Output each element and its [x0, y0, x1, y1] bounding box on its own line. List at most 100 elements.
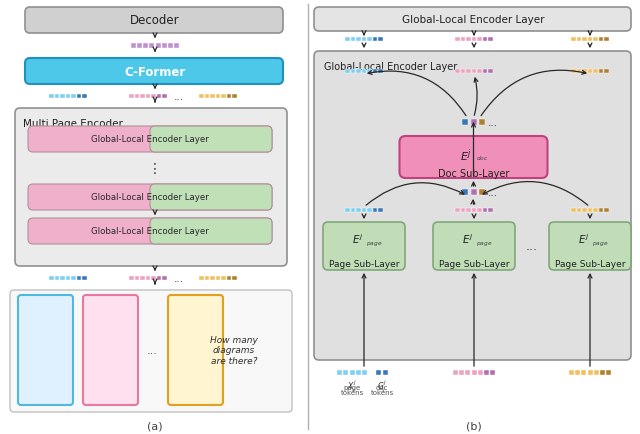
Bar: [221, 95, 226, 99]
Text: $_{page}$: $_{page}$: [366, 240, 383, 248]
Bar: [488, 208, 493, 213]
Bar: [205, 276, 209, 281]
Bar: [572, 208, 576, 213]
FancyBboxPatch shape: [323, 223, 405, 270]
Bar: [367, 208, 372, 213]
Bar: [221, 276, 226, 281]
Bar: [151, 276, 156, 281]
FancyBboxPatch shape: [25, 59, 283, 85]
Bar: [593, 208, 598, 213]
Bar: [488, 38, 493, 42]
Text: $_{doc}$: $_{doc}$: [476, 154, 488, 163]
Bar: [66, 95, 70, 99]
Bar: [588, 69, 592, 74]
Bar: [569, 370, 574, 375]
Bar: [378, 69, 383, 74]
Bar: [344, 370, 348, 375]
Text: Multi Page Encoder: Multi Page Encoder: [23, 119, 123, 129]
Bar: [483, 69, 487, 74]
FancyBboxPatch shape: [150, 218, 272, 244]
FancyBboxPatch shape: [28, 218, 272, 244]
Text: Page Sub-Layer: Page Sub-Layer: [329, 260, 399, 268]
Bar: [143, 43, 148, 48]
Bar: [461, 38, 465, 42]
Bar: [157, 276, 161, 281]
Bar: [472, 69, 476, 74]
Bar: [462, 120, 468, 126]
Text: Global-Local Encoder Layer: Global-Local Encoder Layer: [91, 227, 209, 236]
Bar: [349, 370, 355, 375]
Bar: [199, 276, 204, 281]
Bar: [594, 370, 598, 375]
Bar: [461, 208, 465, 213]
Bar: [49, 276, 54, 281]
Bar: [572, 38, 576, 42]
Bar: [488, 69, 493, 74]
Bar: [362, 370, 367, 375]
Bar: [157, 95, 161, 99]
FancyBboxPatch shape: [15, 109, 287, 266]
Bar: [477, 208, 482, 213]
Bar: [467, 38, 471, 42]
Bar: [162, 43, 166, 48]
Bar: [575, 370, 580, 375]
Bar: [453, 370, 458, 375]
Text: Global-Local Encoder Layer: Global-Local Encoder Layer: [324, 62, 457, 72]
Bar: [66, 276, 70, 281]
Text: $E^j$: $E^j$: [460, 147, 472, 163]
Bar: [351, 38, 355, 42]
Bar: [593, 69, 598, 74]
Bar: [163, 276, 167, 281]
Text: (a): (a): [147, 421, 163, 431]
Bar: [604, 38, 609, 42]
Bar: [345, 69, 349, 74]
Bar: [467, 69, 471, 74]
Bar: [356, 38, 361, 42]
Text: tokens: tokens: [371, 389, 394, 395]
Text: ...: ...: [147, 345, 157, 355]
Text: ⋮: ⋮: [148, 161, 162, 176]
Bar: [211, 276, 215, 281]
FancyBboxPatch shape: [28, 127, 272, 153]
Bar: [199, 95, 204, 99]
FancyBboxPatch shape: [25, 8, 283, 34]
FancyBboxPatch shape: [150, 127, 272, 153]
Bar: [227, 276, 231, 281]
Bar: [467, 208, 471, 213]
Bar: [477, 370, 483, 375]
Bar: [168, 43, 173, 48]
Bar: [577, 38, 581, 42]
Bar: [337, 370, 342, 375]
Bar: [600, 370, 605, 375]
Text: ...: ...: [488, 187, 498, 197]
Bar: [599, 38, 604, 42]
FancyBboxPatch shape: [150, 184, 272, 210]
FancyBboxPatch shape: [314, 8, 631, 32]
Text: $E^j$: $E^j$: [579, 231, 589, 245]
Bar: [49, 95, 54, 99]
Text: Global-Local Encoder Layer: Global-Local Encoder Layer: [91, 135, 209, 144]
Bar: [472, 208, 476, 213]
Text: ...: ...: [488, 118, 498, 128]
Bar: [356, 208, 361, 213]
Bar: [581, 370, 586, 375]
Bar: [135, 95, 140, 99]
Bar: [146, 276, 150, 281]
Bar: [140, 95, 145, 99]
Bar: [129, 95, 134, 99]
Bar: [462, 190, 468, 196]
Bar: [483, 208, 487, 213]
Bar: [372, 38, 377, 42]
FancyBboxPatch shape: [18, 295, 73, 405]
Bar: [362, 208, 366, 213]
Bar: [383, 370, 388, 375]
Bar: [604, 208, 609, 213]
Text: $_{page}$: $_{page}$: [476, 240, 493, 248]
Bar: [472, 38, 476, 42]
Bar: [372, 69, 377, 74]
Bar: [367, 69, 372, 74]
Text: ...: ...: [174, 273, 184, 283]
Bar: [461, 69, 465, 74]
Text: doc: doc: [376, 384, 388, 390]
Bar: [362, 69, 366, 74]
